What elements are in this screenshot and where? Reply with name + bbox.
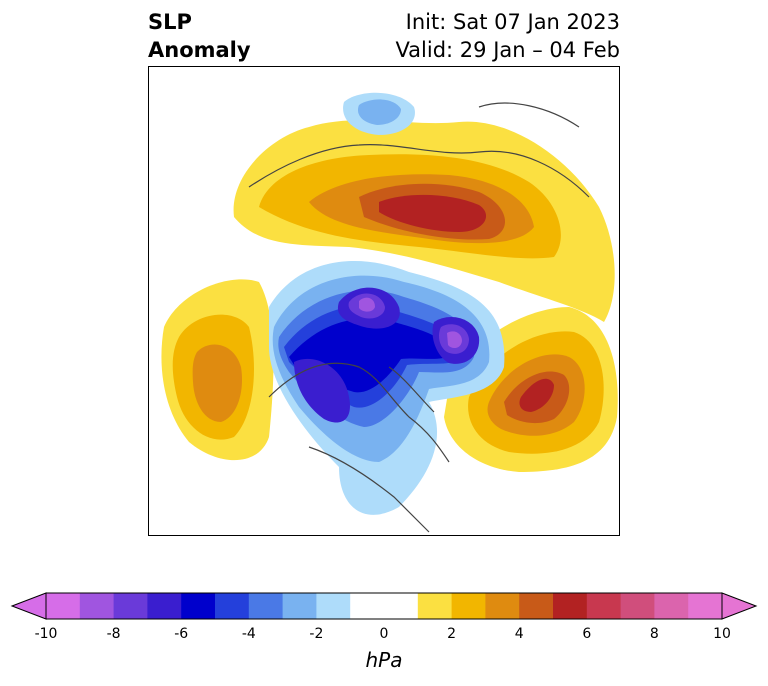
colorbar-bin bbox=[350, 593, 385, 619]
colorbar-max-extend bbox=[721, 592, 758, 620]
colorbar-bin bbox=[688, 593, 723, 619]
scandinavia-low-anomaly bbox=[343, 92, 415, 135]
colorbar-tick-label: -6 bbox=[174, 626, 189, 642]
siberia-ridge-anomaly bbox=[233, 120, 615, 322]
map-subtitle: Init: Sat 07 Jan 2023 Valid: 29 Jan – 04… bbox=[395, 8, 620, 64]
colorbar-tick-label: -8 bbox=[106, 626, 121, 642]
colorbar-bin bbox=[586, 593, 622, 619]
colorbar-tick-label: 10 bbox=[713, 626, 731, 642]
colorbar-min-extend bbox=[10, 592, 47, 620]
north-pacific-ridge-anomaly bbox=[161, 279, 274, 461]
colorbar-bin bbox=[79, 593, 115, 619]
colorbar-bin bbox=[316, 593, 351, 619]
arctic-canada-low-anomaly bbox=[269, 261, 505, 515]
colorbar-tick-label: 6 bbox=[582, 626, 592, 642]
colorbar-bin bbox=[620, 593, 655, 619]
valid-range-label: Valid: 29 Jan – 04 Feb bbox=[395, 38, 620, 62]
colorbar-outline bbox=[45, 592, 723, 620]
colorbar-bin bbox=[215, 593, 250, 619]
map-title: SLP Anomaly bbox=[148, 8, 251, 64]
colorbar-bins bbox=[46, 593, 723, 619]
anomaly-map-canvas bbox=[161, 92, 618, 533]
colorbar-bin bbox=[485, 593, 520, 619]
colorbar-tick-label: 8 bbox=[649, 626, 659, 642]
colorbar-bin bbox=[282, 593, 317, 619]
colorbar-bin bbox=[113, 593, 148, 619]
title-line1: SLP bbox=[148, 10, 192, 34]
colorbar bbox=[10, 592, 758, 620]
colorbar-ticks: -10 -8 -6 -4 -2 0 2 4 6 8 10 bbox=[0, 626, 768, 646]
colorbar-bin bbox=[519, 593, 554, 619]
anomaly-map bbox=[148, 66, 620, 536]
colorbar-bin bbox=[384, 593, 419, 619]
colorbar-bin bbox=[553, 593, 588, 619]
colorbar-bin bbox=[248, 593, 284, 619]
init-date-label: Init: Sat 07 Jan 2023 bbox=[405, 10, 620, 34]
title-line2: Anomaly bbox=[148, 38, 251, 62]
colorbar-tick-label: 2 bbox=[447, 626, 457, 642]
colorbar-tick-label: -4 bbox=[241, 626, 256, 642]
colorbar-tick-label: -10 bbox=[34, 626, 58, 642]
colorbar-bin bbox=[181, 593, 216, 619]
colorbar-tick-label: -2 bbox=[309, 626, 324, 642]
colorbar-tick-label: 4 bbox=[514, 626, 524, 642]
colorbar-bin bbox=[147, 593, 182, 619]
coastlines bbox=[248, 102, 590, 533]
colorbar-tick-label: 0 bbox=[379, 626, 389, 642]
colorbar-bin bbox=[654, 593, 689, 619]
colorbar-bin bbox=[46, 593, 81, 619]
colorbar-unit-label: hPa bbox=[365, 648, 403, 672]
colorbar-bin bbox=[417, 593, 453, 619]
colorbar-bin bbox=[451, 593, 486, 619]
